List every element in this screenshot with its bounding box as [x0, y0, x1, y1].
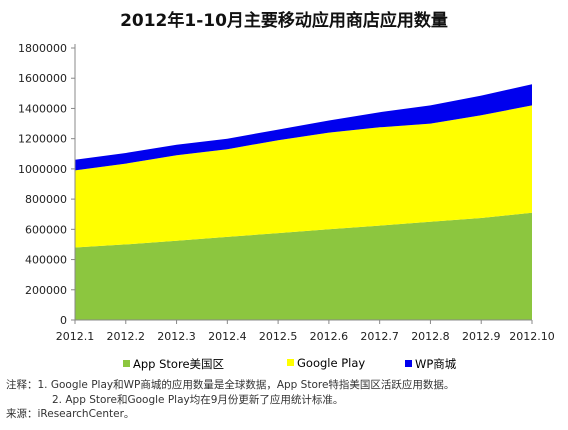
x-tick-label: 2012.6 — [310, 330, 349, 343]
source-note: 来源：iResearchCenter。 — [6, 408, 135, 420]
x-tick-label: 2012.9 — [462, 330, 501, 343]
y-tick-label: 400000 — [25, 254, 67, 267]
footnote-2: 2. App Store和Google Play均在9月份更新了应用统计标准。 — [52, 393, 344, 406]
x-tick-label: 2012.7 — [360, 330, 399, 343]
y-tick-label: 0 — [60, 314, 67, 327]
legend-swatch-google-play — [287, 359, 294, 366]
area-series-1 — [75, 212, 532, 320]
area-series-3 — [75, 84, 532, 171]
legend-label-app-store: App Store美国区 — [133, 357, 225, 371]
footnote-1: 注释：1. Google Play和WP商城的应用数量是全球数据，App Sto… — [6, 379, 455, 391]
area-series-2 — [75, 105, 532, 248]
x-tick-label: 2012.10 — [509, 330, 555, 343]
y-tick-label: 1800000 — [18, 42, 67, 55]
x-tick-label: 2012.5 — [259, 330, 298, 343]
footnotes: 注释：1. Google Play和WP商城的应用数量是全球数据，App Sto… — [6, 378, 566, 422]
y-tick-label: 200000 — [25, 284, 67, 297]
x-tick-label: 2012.1 — [56, 330, 95, 343]
x-tick-label: 2012.4 — [208, 330, 247, 343]
legend-item-wp: WP商城 — [405, 356, 456, 372]
legend-swatch-app-store — [123, 360, 130, 367]
legend: App Store美国区 Google Play WP商城 — [115, 356, 535, 372]
legend-swatch-wp — [405, 360, 412, 367]
chart-title: 2012年1-10月主要移动应用商店应用数量 — [120, 11, 448, 31]
legend-item-app-store: App Store美国区 — [123, 356, 224, 372]
y-tick-label: 1600000 — [18, 72, 67, 85]
stacked-area-chart: 0 200000 400000 600000 800000 1000000 1200000 1… — [18, 42, 555, 343]
y-tick-label: 800000 — [25, 193, 67, 206]
legend-label-google-play: Google Play — [297, 356, 366, 370]
legend-item-google-play: Google Play — [287, 356, 365, 370]
x-tick-label: 2012.2 — [107, 330, 146, 343]
y-tick-label: 1400000 — [18, 102, 67, 115]
y-tick-label: 600000 — [25, 223, 67, 236]
x-tick-label: 2012.8 — [411, 330, 450, 343]
legend-label-wp: WP商城 — [415, 357, 457, 371]
y-tick-label: 1000000 — [18, 163, 67, 176]
footnote-2-row: 2. App Store和Google Play均在9月份更新了应用统计标准。 — [6, 393, 566, 408]
x-tick-label: 2012.3 — [157, 330, 196, 343]
y-tick-label: 1200000 — [18, 133, 67, 146]
